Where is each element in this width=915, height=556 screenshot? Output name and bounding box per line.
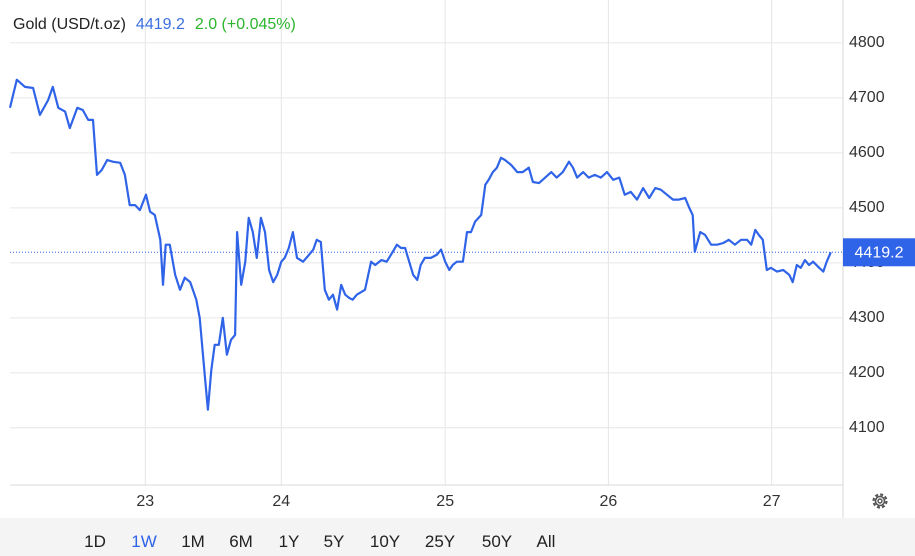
x-tick-label: 25 [436,493,454,510]
y-tick-label: 4100 [849,419,885,436]
range-button[interactable]: 1D [84,532,106,551]
price-badge [843,238,915,267]
range-button[interactable]: 25Y [424,532,456,551]
x-tick-label: 26 [600,493,618,510]
x-tick-label: 24 [272,493,290,510]
range-button[interactable]: 6M [229,532,253,551]
instrument-title: Gold (USD/t.oz) [13,16,126,33]
range-button[interactable]: 1Y [278,532,300,551]
y-tick-label: 4500 [849,199,885,216]
price: 4419.2 [135,16,185,33]
y-tick-label: 4600 [849,144,885,161]
range-selector: 1D 1W 1M 6M 1Y 5Y 10Y 25Y 50Y All [0,518,915,556]
price-badge-label: 4419.2 [855,245,904,262]
range-button[interactable]: 1M [181,532,205,551]
range-button[interactable]: 1W [131,532,157,551]
price-change: 2.0 (+0.045%) [194,16,296,33]
y-tick-label: 4800 [849,34,885,51]
price-line-series [8,78,832,411]
chart: 4100420043004400450046004700480023242526… [8,0,915,518]
x-tick-label: 23 [136,493,154,510]
range-button[interactable]: 50Y [481,532,513,551]
header: Gold (USD/t.oz) 4419.2 2.0 (+0.045%) [13,16,306,34]
y-tick-label: 4300 [849,309,885,326]
range-button[interactable]: All [536,532,556,551]
range-button[interactable]: 10Y [369,532,401,551]
y-tick-label: 4200 [849,364,885,381]
y-tick-label: 4700 [849,89,885,106]
range-button[interactable]: 5Y [323,532,345,551]
x-tick-label: 27 [763,493,781,510]
settings-icon[interactable] [872,493,888,509]
